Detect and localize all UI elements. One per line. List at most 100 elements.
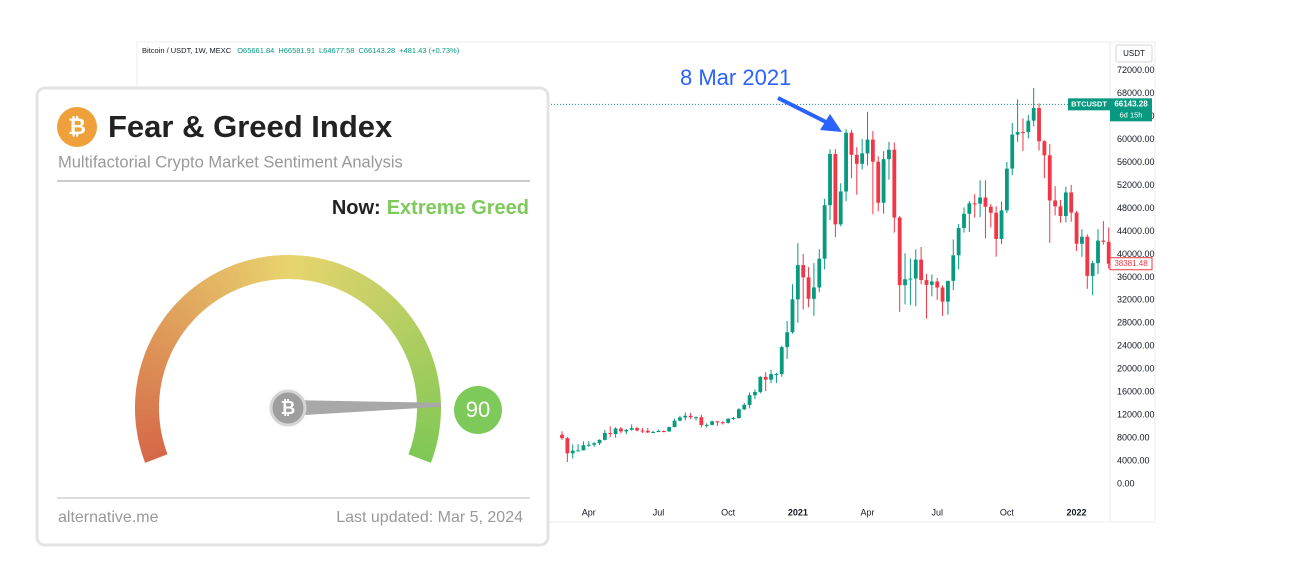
candle-body	[1080, 237, 1084, 244]
last-price: 66143.28	[1114, 99, 1148, 108]
gauge-arc	[302, 268, 307, 269]
candle-body	[769, 374, 773, 380]
close-price: 38381.48	[1114, 259, 1148, 268]
gauge-arc	[345, 279, 350, 281]
needle-icon: ₿	[281, 398, 296, 418]
gauge-arc	[425, 437, 426, 442]
candle-body	[935, 281, 939, 287]
panel-title: Fear & Greed Index	[108, 109, 393, 144]
candle-body	[1085, 237, 1089, 276]
candle-body	[876, 162, 880, 203]
candle-body	[1075, 213, 1079, 244]
gauge-arc	[214, 285, 219, 288]
gauge-arc	[350, 281, 355, 283]
candle-body	[941, 288, 945, 302]
candle-body	[1069, 192, 1073, 212]
x-tick-label: 2022	[1067, 507, 1087, 517]
gauge-arc	[256, 270, 261, 271]
gauge-arc	[427, 387, 428, 392]
gauge-arc	[422, 446, 423, 451]
gauge-arc	[407, 332, 410, 336]
candle-body	[603, 433, 607, 440]
gauge-arc	[152, 364, 154, 369]
y-tick-label: 56000.00	[1117, 157, 1155, 167]
gauge-arc	[306, 268, 311, 269]
candle-body	[710, 421, 714, 425]
y-tick-label: 36000.00	[1117, 272, 1155, 282]
gauge-arc	[148, 427, 149, 432]
candle-body	[989, 207, 993, 213]
gauge-arc	[425, 374, 426, 379]
gauge-arc	[150, 373, 151, 378]
candle-body	[930, 281, 934, 284]
gauge-arc	[427, 382, 428, 387]
candle-body	[689, 416, 693, 417]
candle-body	[1043, 141, 1047, 155]
candle-body	[1064, 192, 1068, 216]
gauge-arc	[211, 287, 215, 290]
y-tick-label: 52000.00	[1117, 180, 1155, 190]
gauge-arc	[428, 391, 429, 396]
candle-body	[855, 155, 859, 164]
x-tick-label: Jul	[931, 507, 943, 517]
currency[interactable]: USDT	[1123, 49, 1145, 58]
candle-body	[1005, 169, 1009, 211]
bitcoin-symbol: ₿	[68, 114, 86, 139]
now-label: Now:	[332, 197, 381, 219]
gauge-arc	[186, 307, 190, 311]
candle-body	[994, 213, 998, 239]
gauge-arc	[402, 324, 405, 328]
gauge-arc	[148, 423, 149, 428]
candle-body	[1010, 135, 1014, 169]
candle-body	[753, 392, 757, 395]
gauge-arc	[189, 304, 193, 308]
gauge-arc	[358, 285, 363, 288]
gauge-arc	[174, 320, 177, 324]
gauge-arc	[196, 298, 200, 301]
gauge-arc	[153, 449, 155, 454]
candle-body	[898, 218, 902, 286]
candle-body	[1091, 263, 1095, 276]
gauge-arc	[424, 369, 425, 374]
gauge-arc	[315, 270, 320, 271]
gauge-arc	[428, 423, 429, 428]
gauge-arc	[265, 268, 270, 269]
candle-body	[978, 197, 982, 203]
gauge-arc	[416, 348, 418, 353]
gauge-arc	[151, 368, 152, 373]
candle-body	[732, 418, 736, 419]
candle-body	[967, 203, 971, 213]
x-tick-label: Apr	[582, 507, 596, 517]
candle-body	[576, 450, 580, 451]
candle-body	[598, 440, 602, 443]
gauge-arc	[252, 270, 257, 271]
header-high: H66581.91	[278, 46, 315, 55]
candle-body	[651, 432, 655, 433]
gauge-arc	[239, 274, 244, 276]
gauge-arc	[149, 432, 150, 437]
gauge-arc	[159, 347, 161, 352]
x-tick-label: 2021	[788, 507, 808, 517]
candle-body	[850, 133, 854, 155]
header-title: Bitcoin / USDT, 1W, MEXC	[142, 46, 232, 55]
candle-body	[1032, 108, 1036, 121]
candle-body	[796, 265, 800, 299]
x-tick-label: Oct	[1000, 507, 1015, 517]
candle-body	[909, 279, 913, 280]
candle-body	[1101, 241, 1105, 242]
candle-body	[721, 422, 725, 423]
candle-body	[737, 409, 741, 418]
header-change: +481.43 (+0.73%)	[399, 46, 460, 55]
y-tick-label: 12000.00	[1117, 410, 1155, 420]
candle-body	[828, 154, 832, 205]
gauge-arc	[150, 436, 151, 441]
gauge-arc	[390, 310, 394, 314]
candle-body	[951, 255, 955, 281]
gauge-arc	[155, 356, 157, 361]
y-tick-label: 16000.00	[1117, 387, 1155, 397]
candle-body	[823, 205, 827, 259]
now-line: Now:Extreme Greed	[332, 197, 529, 219]
gauge-arc	[404, 328, 407, 332]
